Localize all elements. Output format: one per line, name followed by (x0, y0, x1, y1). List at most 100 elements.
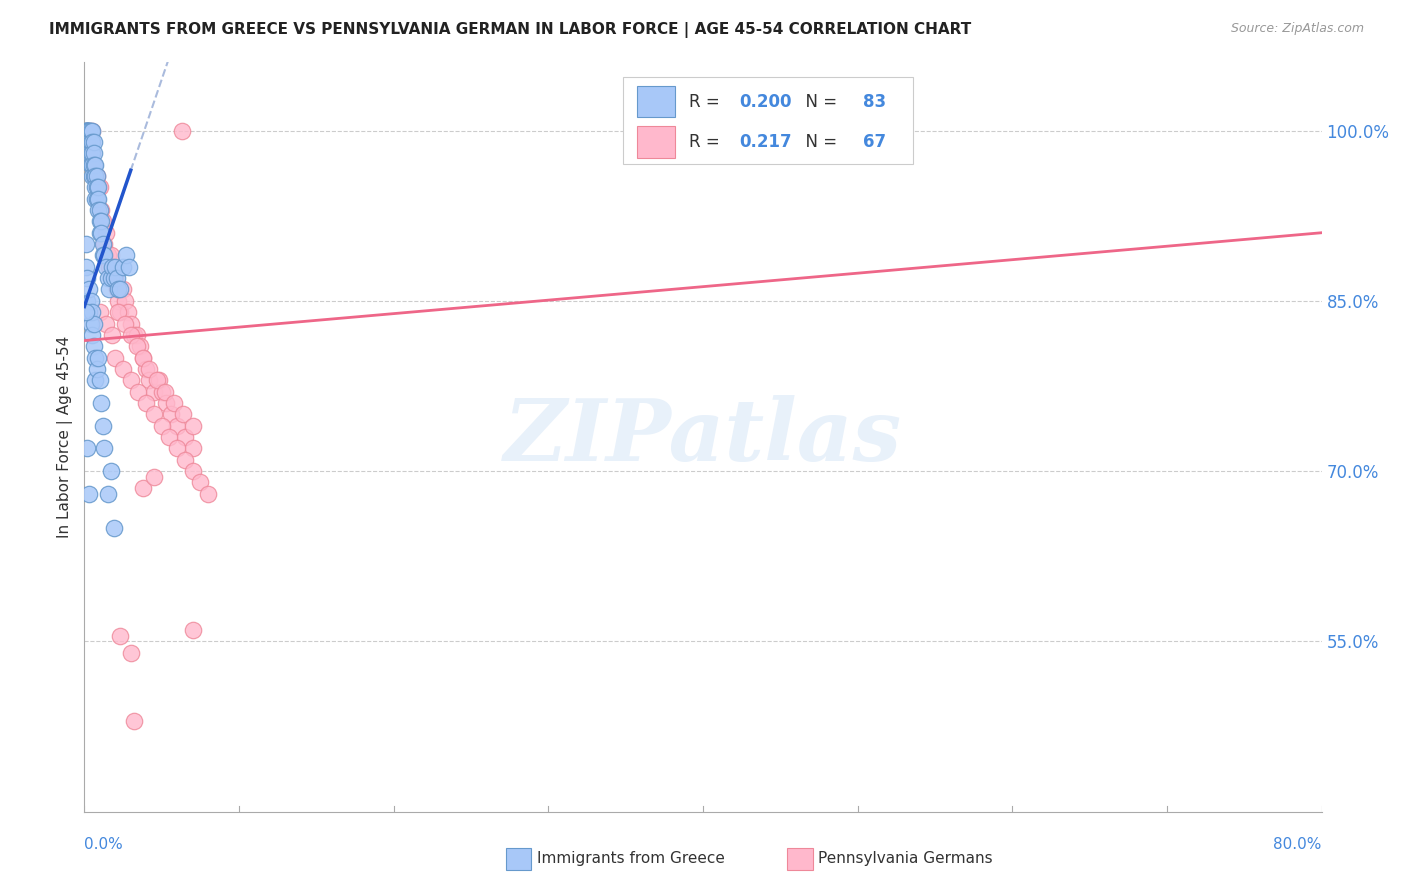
Point (77, 123, 100, 137)
Point (100, 271, 122, 285)
Point (79, 146, 101, 161)
Point (105, 283, 128, 297)
Point (197, 487, 219, 501)
Point (146, 373, 169, 387)
Point (181, 464, 204, 478)
Point (82, 327, 104, 342)
Point (166, 418, 188, 433)
Point (188, 475, 211, 490)
Point (114, 317, 136, 331)
Text: R =: R = (689, 133, 725, 151)
Y-axis label: In Labor Force | Age 45-54: In Labor Force | Age 45-54 (58, 336, 73, 538)
Point (90, 226, 112, 240)
Point (150, 384, 173, 399)
Point (120, 373, 142, 387)
Point (166, 442, 188, 456)
Point (135, 396, 157, 410)
Point (174, 430, 197, 444)
Point (107, 283, 129, 297)
Text: IMMIGRANTS FROM GREECE VS PENNSYLVANIA GERMAN IN LABOR FORCE | AGE 45-54 CORRELA: IMMIGRANTS FROM GREECE VS PENNSYLVANIA G… (49, 22, 972, 38)
Point (103, 521, 125, 535)
Text: Pennsylvania Germans: Pennsylvania Germans (818, 852, 993, 866)
Point (79, 123, 101, 137)
Point (86, 362, 108, 376)
Point (77, 146, 100, 161)
Point (100, 248, 122, 262)
Point (79, 293, 101, 308)
Point (83, 317, 105, 331)
Point (101, 271, 124, 285)
Point (103, 271, 125, 285)
Point (84, 351, 107, 365)
Point (138, 373, 160, 387)
Point (108, 629, 131, 643)
Point (101, 327, 124, 342)
Point (132, 481, 155, 495)
Point (82, 305, 104, 319)
Point (170, 123, 193, 137)
Point (86, 180, 108, 194)
Text: Source: ZipAtlas.com: Source: ZipAtlas.com (1230, 22, 1364, 36)
Point (83, 135, 105, 149)
Point (84, 158, 107, 172)
Point (89, 373, 111, 387)
Point (117, 305, 139, 319)
Point (125, 339, 148, 353)
Point (153, 384, 176, 399)
Point (75, 123, 97, 137)
Point (79, 135, 101, 149)
Text: ZIPatlas: ZIPatlas (503, 395, 903, 479)
Point (98, 260, 121, 274)
Point (86, 169, 108, 183)
Point (114, 293, 136, 308)
Point (120, 646, 142, 660)
Point (174, 452, 197, 467)
Point (79, 135, 101, 149)
Point (150, 418, 173, 433)
Point (89, 305, 111, 319)
Point (76, 123, 98, 137)
Point (91, 214, 114, 228)
Point (96, 248, 118, 262)
Point (159, 430, 180, 444)
Point (90, 214, 112, 228)
Point (122, 714, 145, 728)
Point (75, 260, 97, 274)
Point (77, 135, 100, 149)
Point (77, 123, 100, 137)
Text: 83: 83 (863, 93, 886, 111)
Point (77, 283, 100, 297)
Point (84, 169, 107, 183)
Point (84, 180, 107, 194)
Point (93, 237, 115, 252)
Point (94, 317, 117, 331)
Point (89, 214, 111, 228)
Bar (637, 127, 675, 158)
Text: 0.217: 0.217 (740, 133, 792, 151)
Point (107, 305, 129, 319)
Point (89, 202, 111, 217)
Point (76, 135, 98, 149)
Point (86, 169, 108, 183)
Point (90, 202, 112, 217)
Point (94, 260, 117, 274)
Point (75, 237, 97, 252)
Point (79, 158, 101, 172)
Bar (637, 86, 675, 117)
Point (129, 339, 152, 353)
Point (77, 123, 100, 137)
Point (138, 362, 160, 376)
Point (104, 271, 127, 285)
Text: 0.0%: 0.0% (84, 837, 124, 852)
Point (143, 408, 166, 422)
Point (108, 283, 131, 297)
Point (104, 260, 127, 274)
Point (82, 123, 104, 137)
Point (87, 351, 110, 365)
Point (132, 351, 155, 365)
Point (98, 283, 121, 297)
Point (112, 283, 135, 297)
Point (76, 271, 98, 285)
Point (143, 470, 166, 484)
Point (125, 327, 148, 342)
